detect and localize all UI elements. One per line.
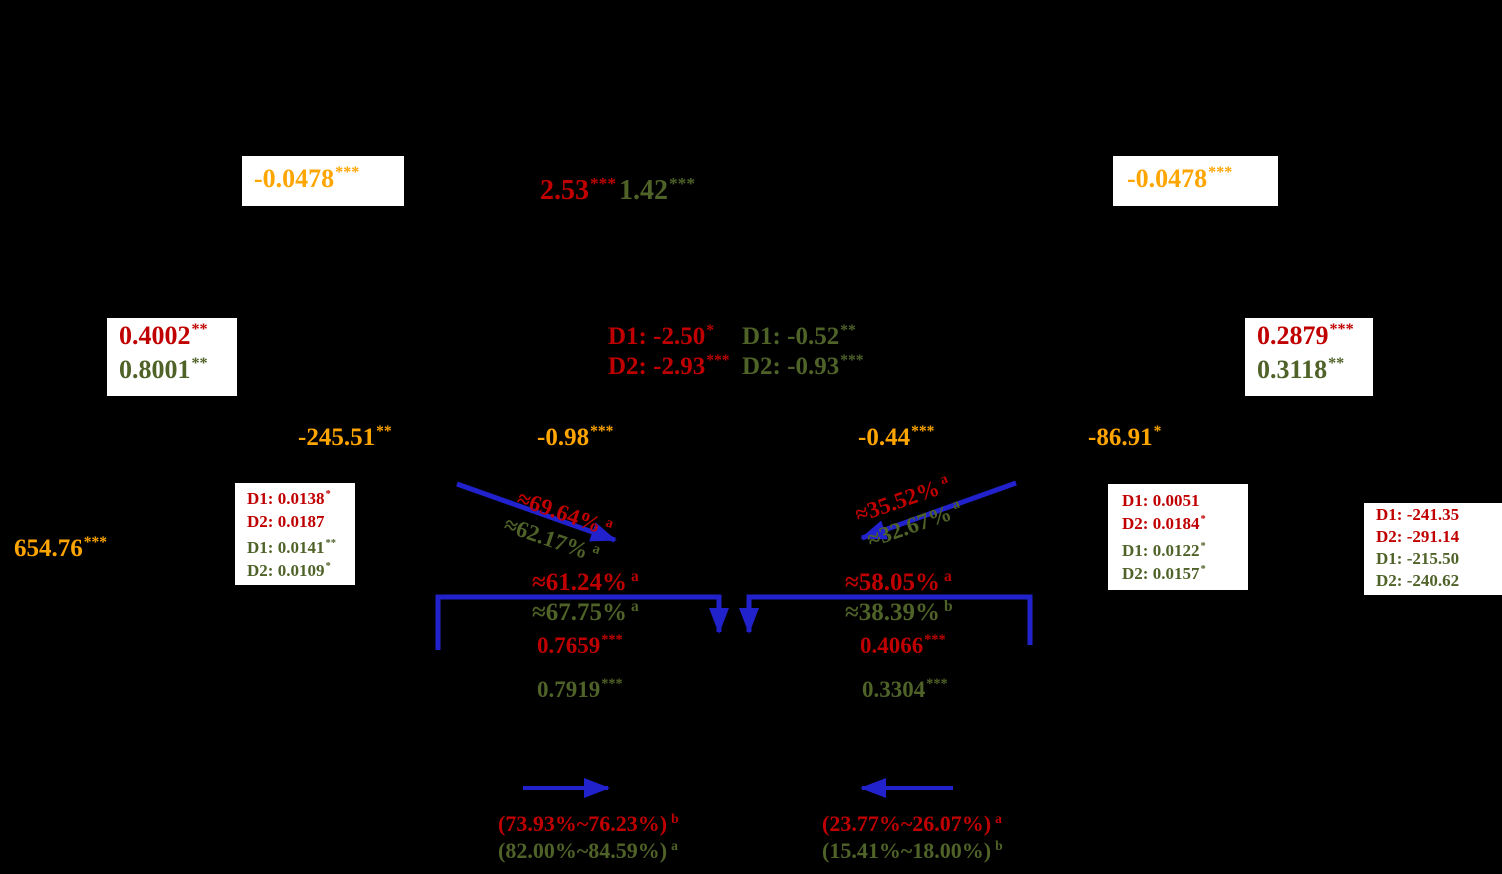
far-right-red-1: D1: -241.35 (1376, 505, 1460, 524)
coef-box-mid-right: 0.2879*** 0.3118** (1245, 318, 1373, 396)
bottom-right-range-red: (23.77%~26.07%) a (822, 810, 1002, 836)
mediation-right-pct-green: ≈38.39% b (845, 597, 953, 626)
center-effect-red-2: D2: -2.93*** (608, 351, 730, 380)
left-d-red-1: D1: 0.0138* (247, 489, 331, 508)
coef-top-center-red: 2.53*** (540, 173, 617, 206)
far-right-green-1: D1: -215.50 (1376, 549, 1460, 568)
coef-top-right: -0.0478*** (1127, 164, 1233, 193)
mediation-right-coef-green: 0.3304*** (862, 676, 948, 702)
coef-box-top-left: -0.0478*** (242, 156, 404, 206)
bottom-left-range-red: (73.93%~76.23%) b (498, 810, 679, 836)
coef-box-right-d: D1: 0.0051 D2: 0.0184* D1: 0.0122* D2: 0… (1108, 484, 1248, 590)
right-d-green-1: D1: 0.0122* (1122, 541, 1206, 560)
left-d-red-2: D2: 0.0187 (247, 512, 325, 531)
far-right-red-2: D2: -291.14 (1376, 527, 1460, 546)
mediation-left-coef-red: 0.7659*** (537, 632, 623, 658)
orange-coef-1: -245.51** (298, 422, 392, 451)
center-effect-green-1: D1: -0.52** (742, 321, 856, 350)
left-d-green-2: D2: 0.0109* (247, 561, 331, 580)
coef-mid-left-green: 0.8001** (119, 355, 208, 384)
coef-box-mid-left: 0.4002** 0.8001** (107, 318, 237, 396)
bottom-left-range-green: (82.00%~84.59%) a (498, 837, 678, 863)
center-effect-green-2: D2: -0.93*** (742, 351, 864, 380)
mediation-right-coef-red: 0.4066*** (860, 632, 946, 658)
mediation-left-pct-green: ≈67.75% a (532, 597, 639, 626)
left-edge-coef: 654.76*** (14, 533, 107, 562)
coef-box-left-d: D1: 0.0138* D2: 0.0187 D1: 0.0141** D2: … (235, 483, 355, 585)
coef-mid-left-red: 0.4002** (119, 321, 208, 350)
center-effect-red-1: D1: -2.50* (608, 321, 714, 350)
right-d-red-1: D1: 0.0051 (1122, 491, 1200, 510)
mediation-left-coef-green: 0.7919*** (537, 676, 623, 702)
right-d-green-2: D2: 0.0157* (1122, 564, 1206, 583)
orange-coef-3: -0.44*** (858, 422, 935, 451)
coef-top-left: -0.0478*** (254, 164, 360, 193)
coef-box-far-right: D1: -241.35 D2: -291.14 D1: -215.50 D2: … (1364, 503, 1502, 595)
orange-coef-2: -0.98*** (537, 422, 614, 451)
diagonal-arrow-left (456, 481, 617, 543)
mediation-left-pct-red: ≈61.24% a (532, 567, 639, 596)
right-d-red-2: D2: 0.0184* (1122, 514, 1206, 533)
far-right-green-2: D2: -240.62 (1376, 571, 1460, 590)
bracket-arrow-left (435, 594, 729, 650)
bottom-right-range-green: (15.41%~18.00%) b (822, 837, 1003, 863)
mediation-right-pct-red: ≈58.05% a (845, 567, 952, 596)
left-d-green-1: D1: 0.0141** (247, 538, 336, 557)
coef-top-center-green: 1.42*** (619, 173, 696, 206)
coef-mid-right-red: 0.2879*** (1257, 321, 1354, 350)
coef-mid-right-green: 0.3118** (1257, 355, 1345, 384)
diagonal-arrow-right (860, 480, 1017, 541)
coef-box-top-right: -0.0478*** (1113, 156, 1278, 206)
orange-coef-4: -86.91* (1088, 422, 1162, 451)
bracket-arrow-right (739, 594, 1033, 645)
